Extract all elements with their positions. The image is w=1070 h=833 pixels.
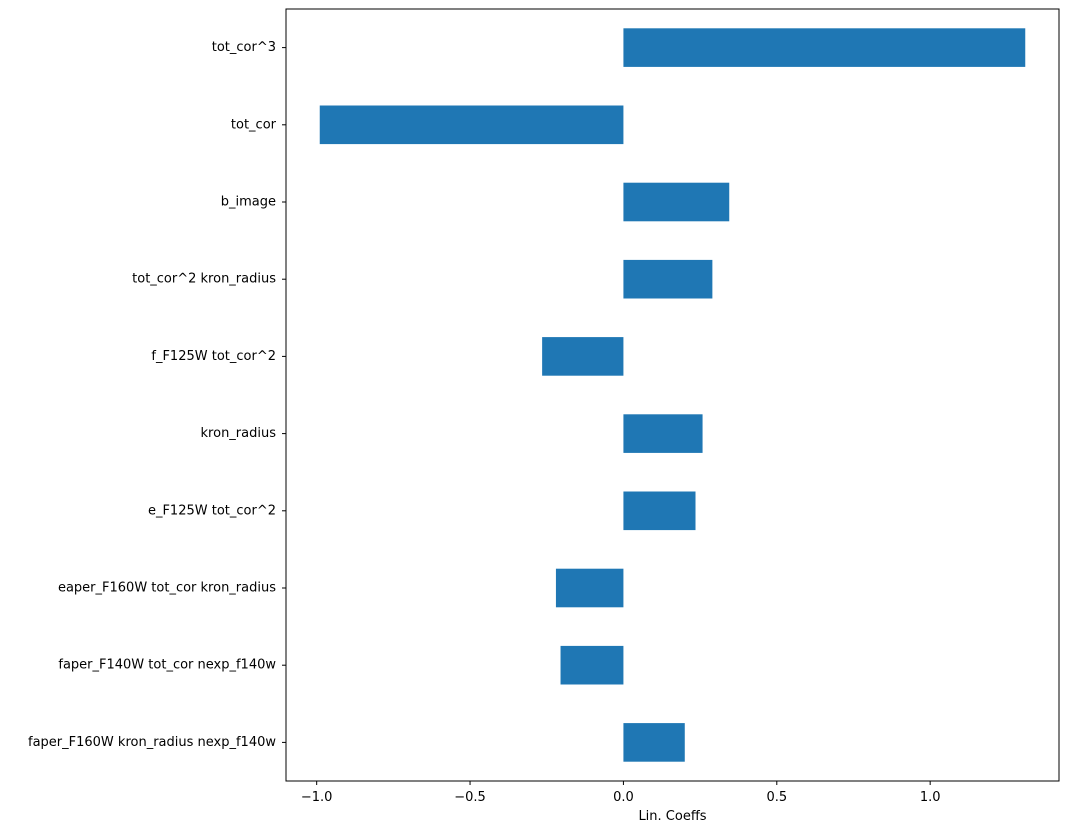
plot-frame xyxy=(285,8,1060,782)
y-tick-label: kron_radius xyxy=(201,426,277,441)
y-axis-ticks: tot_cor^3 tot_cor b_image tot_cor^2 kron_ra… xyxy=(28,40,286,750)
y-tick-label: tot_cor xyxy=(231,117,277,132)
bar-4 xyxy=(542,337,624,376)
y-tick-label: eaper_F160W tot_cor kron_radius xyxy=(58,581,276,596)
bar-8 xyxy=(560,645,624,685)
bar-7 xyxy=(555,568,624,608)
bars-group xyxy=(319,28,1026,762)
x-tick-label: 0.0 xyxy=(613,790,634,805)
x-tick-label: −1.0 xyxy=(301,790,333,805)
x-tick-label: 1.0 xyxy=(920,790,941,805)
y-tick-label: faper_F160W kron_radius nexp_f140w xyxy=(28,735,276,750)
bar-1 xyxy=(319,105,624,145)
y-tick-label: tot_cor^3 xyxy=(212,40,276,55)
y-tick-label: faper_F140W tot_cor nexp_f140w xyxy=(58,658,276,673)
x-tick-label: −0.5 xyxy=(454,790,486,805)
bar-2 xyxy=(623,182,730,222)
bar-5 xyxy=(623,414,703,453)
bar-9 xyxy=(623,723,685,762)
x-axis-ticks: −1.0 −0.5 0.0 0.5 1.0 xyxy=(301,781,941,805)
bar-0 xyxy=(623,28,1026,67)
y-tick-label: e_F125W tot_cor^2 xyxy=(148,503,276,518)
y-tick-label: f_F125W tot_cor^2 xyxy=(151,349,276,364)
bar-6 xyxy=(623,491,696,531)
x-axis-label: Lin. Coeffs xyxy=(638,809,706,824)
bar-3 xyxy=(623,259,713,299)
x-tick-label: 0.5 xyxy=(766,790,787,805)
y-tick-label: tot_cor^2 kron_radius xyxy=(132,272,276,287)
y-tick-label: b_image xyxy=(221,195,276,210)
